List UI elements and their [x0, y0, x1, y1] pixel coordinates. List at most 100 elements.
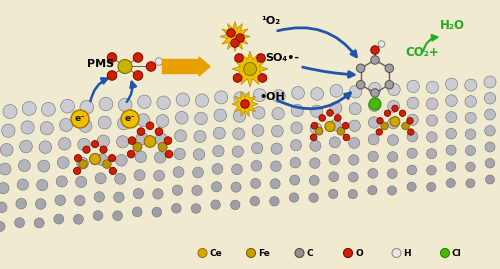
Circle shape — [172, 185, 182, 195]
Circle shape — [426, 182, 436, 192]
Circle shape — [446, 162, 456, 171]
Circle shape — [484, 93, 496, 104]
Circle shape — [407, 114, 418, 125]
Circle shape — [446, 112, 457, 123]
Circle shape — [407, 148, 417, 158]
Circle shape — [326, 109, 334, 116]
Text: Ce: Ce — [210, 249, 222, 257]
Circle shape — [446, 179, 456, 188]
Circle shape — [388, 100, 400, 112]
Circle shape — [325, 121, 335, 132]
Circle shape — [270, 179, 280, 189]
Circle shape — [20, 140, 32, 153]
Circle shape — [74, 154, 82, 162]
FancyArrow shape — [162, 57, 210, 76]
Circle shape — [388, 169, 397, 179]
Circle shape — [231, 39, 239, 47]
Circle shape — [79, 119, 92, 132]
Circle shape — [214, 91, 228, 104]
Circle shape — [241, 100, 250, 108]
Circle shape — [272, 125, 283, 137]
Circle shape — [344, 249, 352, 257]
Circle shape — [392, 105, 398, 112]
Circle shape — [144, 136, 156, 147]
Circle shape — [2, 124, 15, 137]
Circle shape — [270, 197, 279, 206]
Circle shape — [164, 137, 172, 144]
Circle shape — [173, 167, 184, 178]
Circle shape — [486, 175, 494, 184]
Circle shape — [337, 127, 345, 135]
Circle shape — [328, 189, 338, 199]
Text: Cl: Cl — [452, 249, 462, 257]
Circle shape — [42, 102, 56, 116]
Circle shape — [232, 146, 243, 157]
Circle shape — [176, 111, 188, 124]
Circle shape — [252, 143, 263, 154]
Circle shape — [290, 157, 300, 168]
Circle shape — [334, 115, 341, 121]
Circle shape — [16, 198, 26, 209]
Circle shape — [194, 149, 204, 160]
Text: •OH: •OH — [259, 92, 285, 102]
Circle shape — [407, 118, 413, 124]
Circle shape — [311, 122, 318, 129]
Circle shape — [368, 168, 378, 178]
Circle shape — [146, 62, 156, 71]
Circle shape — [138, 95, 151, 108]
Circle shape — [426, 165, 436, 175]
Circle shape — [211, 200, 220, 210]
Circle shape — [96, 154, 108, 166]
Circle shape — [34, 218, 44, 228]
Circle shape — [118, 98, 132, 112]
Circle shape — [309, 175, 319, 185]
Circle shape — [230, 200, 240, 210]
Circle shape — [232, 128, 244, 140]
Circle shape — [368, 134, 379, 145]
Circle shape — [154, 152, 166, 163]
Circle shape — [93, 211, 103, 220]
Text: e⁻: e⁻ — [74, 115, 86, 123]
Circle shape — [55, 195, 66, 206]
Circle shape — [310, 158, 320, 168]
Circle shape — [272, 90, 285, 102]
Circle shape — [330, 137, 340, 148]
Circle shape — [56, 176, 68, 187]
Circle shape — [309, 193, 318, 202]
Circle shape — [153, 189, 163, 199]
Circle shape — [342, 122, 349, 129]
Circle shape — [191, 204, 201, 213]
Circle shape — [290, 140, 302, 151]
Circle shape — [446, 95, 458, 107]
Circle shape — [251, 161, 262, 171]
Circle shape — [426, 81, 438, 93]
Circle shape — [250, 196, 260, 206]
Circle shape — [137, 128, 145, 135]
Circle shape — [196, 94, 208, 107]
Circle shape — [78, 138, 90, 151]
Circle shape — [98, 116, 111, 129]
Circle shape — [214, 109, 226, 122]
Circle shape — [392, 249, 401, 257]
Circle shape — [176, 93, 190, 106]
Circle shape — [108, 154, 116, 162]
Circle shape — [83, 146, 90, 153]
Circle shape — [292, 87, 304, 100]
Circle shape — [272, 108, 284, 120]
Circle shape — [291, 104, 304, 116]
Circle shape — [38, 160, 50, 172]
Text: CO₂+: CO₂+ — [405, 47, 439, 59]
Circle shape — [14, 218, 24, 228]
Circle shape — [349, 103, 361, 115]
Circle shape — [116, 154, 127, 166]
Circle shape — [234, 92, 247, 105]
Circle shape — [136, 132, 148, 145]
Circle shape — [348, 189, 358, 199]
Circle shape — [290, 193, 298, 202]
Circle shape — [290, 175, 300, 185]
Circle shape — [156, 115, 169, 127]
Circle shape — [368, 100, 380, 112]
Polygon shape — [220, 22, 250, 51]
Circle shape — [36, 179, 48, 191]
Circle shape — [408, 129, 414, 135]
